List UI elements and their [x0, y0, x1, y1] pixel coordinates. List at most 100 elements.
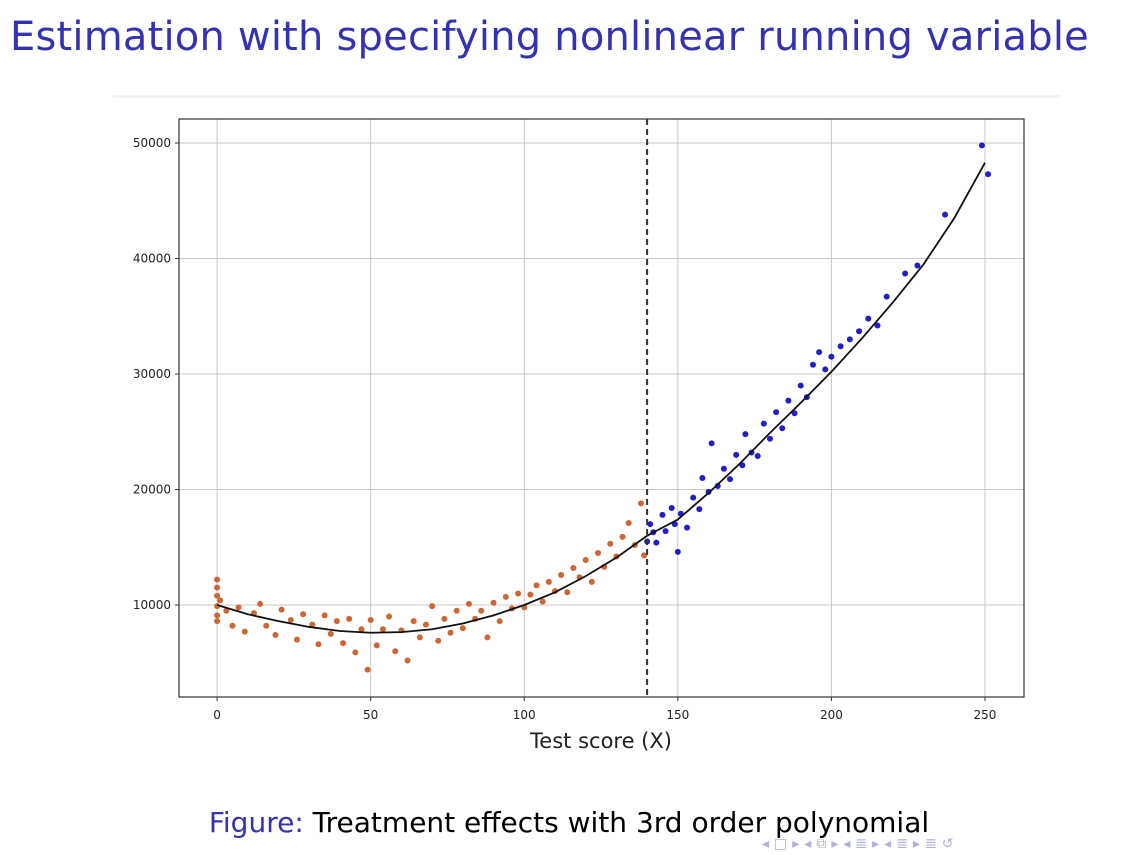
arrow-left-icon[interactable]: ◂	[843, 836, 852, 852]
x-axis-label: Test score (X)	[529, 729, 672, 753]
control-point	[533, 582, 540, 589]
control-point	[293, 636, 300, 643]
control-point	[379, 626, 386, 633]
control-point	[229, 622, 236, 629]
control-point	[625, 520, 632, 527]
y-tick-label: 40000	[133, 252, 171, 266]
undo-icon[interactable]: ↺	[941, 836, 955, 852]
plot-frame	[178, 118, 1025, 698]
control-point	[287, 617, 294, 624]
treated-point	[816, 349, 823, 356]
control-point	[410, 618, 417, 625]
treated-point	[785, 397, 792, 404]
control-point	[484, 634, 491, 641]
treated-point	[828, 353, 835, 360]
arrow-right-icon[interactable]: ▸	[912, 836, 921, 852]
treated-point	[760, 420, 767, 427]
toc-icon[interactable]: ≣	[896, 836, 909, 852]
control-point	[539, 598, 546, 605]
control-point	[333, 618, 340, 625]
control-point	[641, 552, 648, 559]
control-point	[490, 599, 497, 606]
control-point	[558, 571, 565, 578]
figure-caption: Figure: Treatment effects with 3rd order…	[0, 806, 1138, 839]
control-point	[364, 666, 371, 673]
fit-line-control	[216, 534, 648, 634]
treated-point	[902, 270, 909, 277]
control-point	[373, 642, 380, 649]
x-tick-label: 250	[974, 708, 997, 722]
slide-title: Estimation with specifying nonlinear run…	[10, 14, 1089, 60]
control-point	[241, 628, 248, 635]
caption-label: Figure:	[208, 806, 304, 839]
control-point	[272, 632, 279, 639]
arrow-right-icon[interactable]: ▸	[872, 836, 881, 852]
control-point	[346, 615, 353, 622]
grid-lines	[179, 119, 1024, 697]
control-point	[478, 607, 485, 614]
control-point	[214, 576, 221, 583]
control-point	[515, 590, 522, 597]
y-tick-label: 30000	[133, 367, 171, 381]
y-tick-label: 50000	[133, 136, 171, 150]
arrow-right-icon[interactable]: ▸	[792, 836, 801, 852]
arrow-left-icon[interactable]: ◂	[804, 836, 813, 852]
control-point	[217, 597, 224, 604]
control-point	[278, 606, 285, 613]
control-point	[214, 592, 221, 599]
control-point	[637, 500, 644, 507]
control-point	[416, 634, 423, 641]
control-point	[263, 622, 270, 629]
control-point	[352, 649, 359, 656]
axis-ticks: 0 50 100 150 200 250 10000 20000 30000 40000 50000	[133, 136, 997, 722]
treated-point	[699, 474, 706, 481]
control-point	[392, 648, 399, 655]
treated-point	[856, 328, 863, 335]
control-point	[453, 607, 460, 614]
control-point	[315, 641, 322, 648]
section-icon[interactable]: ≣	[855, 836, 869, 852]
control-point	[459, 625, 466, 632]
control-point	[404, 657, 411, 664]
subsection-icon[interactable]: ⧉	[816, 836, 828, 852]
caption-text: Treatment effects with 3rd order polynom…	[303, 806, 930, 839]
treated-point	[766, 435, 773, 442]
arrow-left-icon[interactable]: ◂	[884, 836, 893, 852]
y-tick-label: 10000	[133, 598, 171, 612]
treated-point	[754, 453, 761, 460]
arrow-right-icon[interactable]: ▸	[831, 836, 840, 852]
control-point	[235, 604, 242, 611]
treated-point	[662, 528, 669, 535]
control-point	[619, 533, 626, 540]
outline-icon[interactable]: ≣	[924, 836, 938, 852]
control-point	[588, 578, 595, 585]
treated-point	[791, 410, 798, 417]
control-point	[358, 626, 365, 633]
fit-line-treated	[646, 162, 986, 537]
treated-point	[674, 548, 681, 555]
treated-point	[733, 451, 740, 458]
x-tick-label: 150	[666, 708, 689, 722]
beamer-navigation: ◂ □ ▸ ◂ ⧉ ▸ ◂ ≣ ▸ ◂ ≣ ▸ ≣ ↺	[762, 836, 958, 852]
control-point	[527, 591, 534, 598]
treated-point	[883, 293, 890, 300]
arrow-left-icon[interactable]: ◂	[762, 836, 771, 852]
frame-icon[interactable]: □	[774, 836, 789, 852]
control-point	[367, 617, 374, 624]
scatter-chart: 0 50 100 150 200 250 10000 20000 30000 40000 50000…	[133, 118, 1025, 753]
treated-point	[708, 440, 715, 447]
control-point	[223, 607, 230, 614]
control-point	[309, 621, 316, 628]
treated-point	[647, 521, 654, 528]
treated-point	[797, 382, 804, 389]
control-point	[429, 603, 436, 610]
control-point	[441, 615, 448, 622]
control-point	[570, 565, 577, 572]
treated-point	[690, 494, 697, 501]
treated-point	[720, 465, 727, 472]
treated-point	[653, 539, 660, 546]
control-point	[435, 637, 442, 644]
x-tick-label: 200	[820, 708, 843, 722]
treated-point	[773, 409, 780, 416]
control-point	[300, 611, 307, 618]
